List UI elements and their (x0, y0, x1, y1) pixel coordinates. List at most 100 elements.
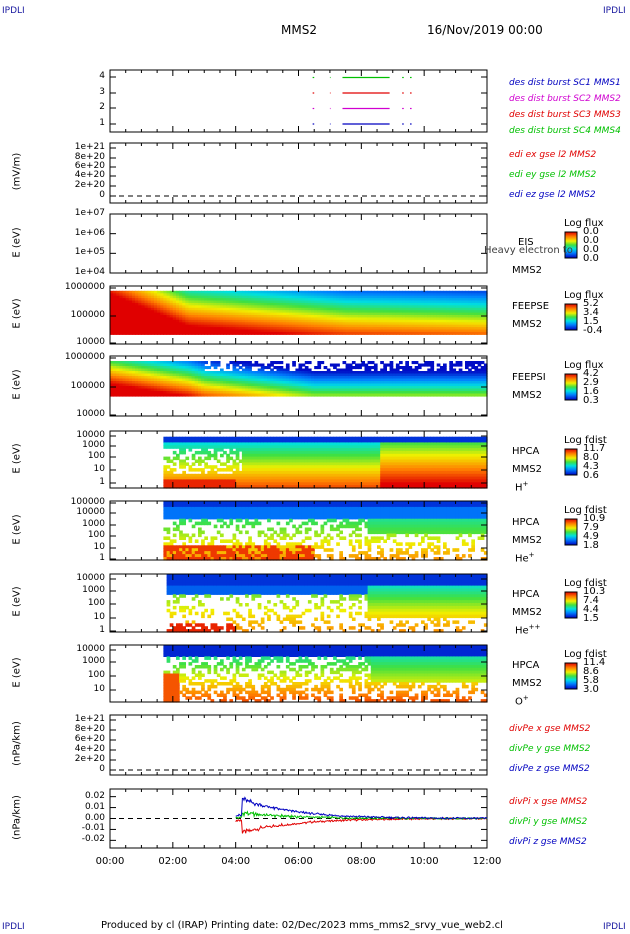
y-axis-label: E (eV) (11, 442, 23, 474)
x-tick-label: 10:00 (409, 856, 439, 867)
x-tick-label: 00:00 (95, 856, 125, 867)
y-tick-label: 0.01 (84, 801, 105, 812)
y-tick-label: 1000 (82, 585, 105, 595)
y-tick-label: 1e+21 (74, 714, 105, 724)
y-tick-label: 2e+20 (74, 754, 105, 764)
legend-entry: des dist burst SC2 MMS2 (509, 94, 621, 104)
colorbar-tick-label: 11.4 (583, 657, 606, 668)
y-tick-label: 100 (87, 670, 105, 680)
colorbar (564, 662, 578, 690)
feepsi-spectrogram (110, 361, 488, 397)
x-tick-label: 08:00 (346, 856, 376, 867)
y-tick-label: 1 (99, 625, 105, 635)
colorbar (564, 518, 578, 546)
colorbar (564, 231, 578, 259)
colorbar-tick-label: 4.4 (583, 604, 599, 615)
y-tick-label: 8e+20 (74, 152, 105, 162)
x-tick-label: 04:00 (221, 856, 251, 867)
colorbar-tick-label: 11.7 (583, 443, 606, 454)
colorbar-tick-label: 5.8 (583, 675, 599, 686)
y-tick-label: 100000 (70, 497, 105, 507)
series-divpi-x (235, 816, 488, 834)
footer-credits: Produced by cl (IRAP) Printing date: 02/… (101, 920, 503, 931)
y-tick-label: 1e+05 (74, 247, 105, 258)
species-label: He++ (515, 623, 541, 637)
y-tick-label: 10000 (76, 573, 105, 583)
legend-entry: des dist burst SC4 MMS4 (509, 126, 621, 136)
page-title: MMS2 (281, 23, 317, 37)
colorbar-tick-label: 7.4 (583, 595, 599, 606)
y-tick-label: 10 (93, 612, 105, 622)
y-tick-label: 10000 (76, 409, 105, 419)
legend-entry: divPe x gse MMS2 (509, 724, 591, 734)
y-tick-label: 1e+06 (74, 227, 105, 238)
y-tick-label: 1e+21 (74, 142, 105, 152)
y-axis-label: E (eV) (11, 226, 23, 258)
species-label: He+ (515, 550, 535, 564)
species-charge: + (522, 693, 529, 702)
y-tick-label: 6e+20 (74, 161, 105, 171)
y-tick-label: 2e+20 (74, 180, 105, 190)
colorbar-tick-label: 1.6 (583, 386, 599, 397)
colorbar (564, 373, 578, 401)
panel-edi-frame (109, 142, 488, 204)
instrument-label: HPCA (512, 589, 540, 600)
spacecraft-label: MMS2 (512, 677, 542, 689)
page-date: 16/Nov/2019 00:00 (427, 23, 543, 37)
instrument-label: HPCA (512, 659, 540, 671)
y-tick-label: 100 (87, 598, 105, 608)
y-axis-label: (nPa/km) (11, 721, 23, 766)
colorbar-tick-label: 8.0 (583, 452, 599, 463)
spacecraft-label: MMS2 (512, 607, 542, 618)
species-charge: ++ (528, 623, 541, 631)
y-axis-label: E (eV) (11, 656, 23, 688)
y-tick-label: 10 (93, 542, 105, 552)
instrument-label: HPCA (512, 445, 540, 457)
colorbar-tick-label: 1.5 (583, 316, 599, 327)
x-tick-label: 02:00 (158, 856, 188, 867)
colorbar-tick-label: 2.9 (583, 377, 599, 388)
colorbar-title: Log fdist (564, 505, 607, 516)
species-label: O+ (515, 693, 529, 707)
panel-eis-frame (109, 213, 488, 274)
y-tick-label: 1000 (82, 519, 105, 529)
y-tick-label: 4e+20 (74, 744, 105, 754)
colorbar-tick-label: 4.2 (583, 368, 599, 379)
spacecraft-label: MMS2 (512, 534, 542, 546)
legend-entry: des dist burst SC1 MMS1 (509, 78, 621, 88)
y-tick-label: -0.01 (81, 823, 105, 834)
y-tick-label: 1000 (82, 656, 105, 666)
y-tick-label: 1e+07 (74, 208, 105, 218)
instrument-label: EIS (518, 237, 534, 248)
colorbar-tick-label: 0.0 (583, 253, 599, 264)
y-tick-label: 1 (99, 118, 105, 128)
colorbar-tick-label: 3.4 (583, 307, 599, 318)
y-tick-label: 2 (99, 102, 105, 112)
y-axis-label: (mV/m) (11, 152, 23, 191)
colorbar-title: Log fdist (564, 578, 607, 589)
y-tick-label: 0 (99, 764, 105, 774)
y-tick-label: 0.00 (84, 812, 105, 823)
colorbar-tick-label: 1.5 (583, 613, 599, 624)
y-tick-label: 10000 (76, 337, 105, 347)
colorbar-tick-label: 5.2 (583, 298, 599, 309)
colorbar-tick-label: 0.6 (583, 470, 599, 481)
colorbar-tick-label: 0.0 (583, 226, 599, 237)
legend-entry: divPi x gse MMS2 (509, 797, 588, 807)
series-divpi-z (235, 796, 488, 821)
y-tick-label: 1000000 (64, 352, 105, 362)
legend-entry: divPi z gse MMS2 (509, 837, 587, 847)
y-tick-label: 8e+20 (74, 724, 105, 734)
legend-entry: divPe z gse MMS2 (509, 764, 590, 774)
colorbar-title: Log fdist (564, 435, 607, 446)
x-tick-label: 06:00 (284, 856, 313, 867)
legend-entry: divPi y gse MMS2 (509, 817, 588, 827)
panel-divpe-frame (109, 714, 488, 776)
y-axis-label: E (eV) (11, 513, 23, 545)
colorbar-tick-label: 3.0 (583, 684, 599, 695)
y-tick-label: 100000 (70, 310, 105, 320)
y-tick-label: 100 (87, 530, 105, 540)
panel-burst-frame (109, 69, 488, 133)
y-tick-label: 1e+04 (74, 267, 105, 277)
